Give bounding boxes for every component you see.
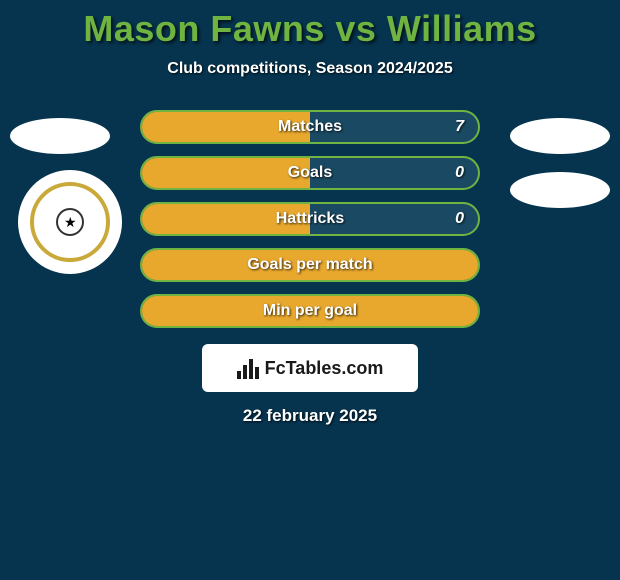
- team-logo-right-placeholder-1: [510, 118, 610, 154]
- bar-value: 0: [455, 210, 464, 228]
- bar-value: 0: [455, 164, 464, 182]
- bar-label: Hattricks: [276, 210, 344, 228]
- star-icon: ★: [64, 214, 77, 231]
- brand-text: FcTables.com: [265, 358, 384, 379]
- bar-label: Goals per match: [247, 256, 372, 274]
- team-logo-left-placeholder: [10, 118, 110, 154]
- bar-chart-icon: [237, 357, 259, 379]
- bar-label: Goals: [288, 164, 332, 182]
- team-logo-right-placeholder-2: [510, 172, 610, 208]
- bar-fill: [142, 158, 310, 188]
- club-crest: ★: [18, 170, 122, 274]
- page-title: Mason Fawns vs Williams: [0, 0, 620, 50]
- page-subtitle: Club competitions, Season 2024/2025: [0, 60, 620, 78]
- bar-value: 7: [455, 118, 464, 136]
- brand-badge[interactable]: FcTables.com: [202, 344, 418, 392]
- stat-bar-hattricks: Hattricks 0: [140, 202, 480, 236]
- stat-bar-goals-per-match: Goals per match: [140, 248, 480, 282]
- bar-label: Min per goal: [263, 302, 357, 320]
- stat-bar-matches: Matches 7: [140, 110, 480, 144]
- bar-label: Matches: [278, 118, 342, 136]
- date-label: 22 february 2025: [0, 406, 620, 426]
- stats-bars: Matches 7 Goals 0 Hattricks 0 Goals per …: [140, 110, 480, 328]
- stat-bar-min-per-goal: Min per goal: [140, 294, 480, 328]
- stat-bar-goals: Goals 0: [140, 156, 480, 190]
